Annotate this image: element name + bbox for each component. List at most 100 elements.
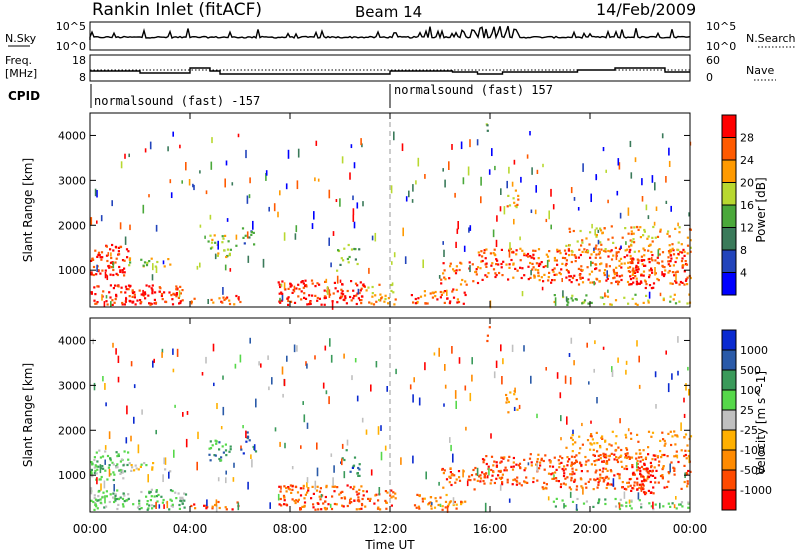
heatmap-cell: [428, 502, 431, 505]
heatmap-cell: [339, 263, 342, 266]
heatmap-cell: [180, 500, 183, 503]
heatmap-cell: [655, 206, 658, 212]
heatmap-cell: [627, 428, 630, 432]
heatmap-cell: [639, 280, 643, 283]
heatmap-cell: [545, 253, 548, 256]
heatmap-cell: [612, 254, 615, 257]
heatmap-cell: [663, 444, 666, 447]
heatmap-cell: [652, 282, 656, 285]
heatmap-cell: [306, 491, 309, 494]
heatmap-cell: [476, 479, 479, 482]
heatmap-cell: [571, 438, 574, 442]
heatmap-cell: [283, 499, 286, 502]
heatmap-cell: [143, 462, 146, 465]
heatmap-cell: [115, 451, 118, 454]
heatmap-cell: [668, 147, 670, 156]
heatmap-cell: [680, 422, 682, 431]
heatmap-cell: [485, 462, 488, 466]
heatmap-cell: [484, 257, 487, 260]
heatmap-cell: [658, 253, 661, 256]
heatmap-cell: [467, 478, 470, 481]
heatmap-cell: [323, 303, 326, 306]
heatmap-cell: [324, 495, 327, 499]
heatmap-cell: [508, 166, 510, 174]
heatmap-cell: [440, 282, 443, 285]
heatmap-cell: [394, 298, 397, 301]
heatmap-cell: [607, 199, 609, 204]
heatmap-cell: [106, 303, 109, 306]
heatmap-cell: [632, 471, 635, 474]
heatmap-cell: [90, 461, 93, 464]
velocity-colorbar-label: Velocity [m s^-1]: [754, 371, 768, 475]
colorbar-swatch: [722, 410, 736, 430]
heatmap-cell: [664, 442, 667, 445]
heatmap-cell: [148, 491, 151, 495]
heatmap-cell: [107, 265, 110, 268]
heatmap-cell: [361, 417, 364, 423]
heatmap-cell: [667, 250, 671, 253]
heatmap-cell: [95, 273, 98, 276]
heatmap-cell: [501, 274, 504, 277]
heatmap-cell: [283, 282, 286, 290]
heatmap-cell: [674, 434, 677, 437]
heatmap-cell: [109, 296, 112, 299]
heatmap-cell: [339, 491, 342, 494]
heatmap-cell: [617, 456, 620, 459]
heatmap-cell: [571, 434, 574, 437]
heatmap-cell: [418, 494, 421, 498]
power-colorbar-label: Power [dB]: [754, 177, 768, 242]
heatmap-cell: [369, 497, 372, 500]
heatmap-cell: [614, 442, 617, 445]
heatmap-cell: [117, 503, 120, 506]
heatmap-cell: [575, 459, 578, 462]
heatmap-cell: [213, 234, 216, 237]
heatmap-cell: [647, 215, 650, 220]
colorbar-swatch: [722, 137, 736, 160]
heatmap-cell: [686, 482, 689, 485]
heatmap-cell: [123, 274, 126, 277]
heatmap-cell: [101, 455, 105, 458]
heatmap-cell: [96, 190, 98, 198]
heatmap-cell: [136, 506, 140, 509]
heatmap-cell: [453, 500, 456, 504]
heatmap-cell: [453, 474, 456, 477]
heatmap-cell: [170, 504, 173, 508]
heatmap-cell: [435, 500, 438, 503]
heatmap-cell: [651, 236, 654, 239]
heatmap-cell: [415, 506, 418, 509]
heatmap-cell: [286, 355, 288, 362]
heatmap-cell: [239, 300, 242, 304]
heatmap-cell: [595, 431, 598, 434]
heatmap-cell: [683, 436, 686, 439]
heatmap-cell: [627, 207, 630, 216]
heatmap-cell: [127, 250, 130, 253]
heatmap-cell: [283, 379, 286, 387]
heatmap-cell: [127, 493, 130, 496]
heatmap-cell: [123, 303, 126, 306]
heatmap-cell: [104, 495, 106, 504]
heatmap-cell: [573, 455, 576, 459]
heatmap-cell: [150, 287, 153, 290]
heatmap-cell: [96, 285, 99, 288]
heatmap-cell: [643, 478, 646, 482]
heatmap-cell: [108, 431, 111, 439]
heatmap-cell: [455, 269, 458, 272]
heatmap-cell: [564, 477, 567, 480]
heatmap-cell: [515, 397, 518, 401]
heatmap-cell: [650, 267, 653, 270]
heatmap-cell: [126, 256, 129, 259]
heatmap-cell: [594, 479, 597, 482]
heatmap-cell: [343, 247, 346, 250]
heatmap-cell: [680, 487, 683, 490]
heatmap-cell: [300, 290, 303, 293]
heatmap-cell: [226, 248, 230, 251]
heatmap-cell: [648, 469, 651, 473]
heatmap-cell: [605, 456, 608, 459]
heatmap-cell: [343, 497, 347, 500]
heatmap-cell: [548, 271, 551, 274]
heatmap-cell: [99, 478, 102, 481]
heatmap-cell: [175, 285, 178, 288]
heatmap-cell: [640, 465, 644, 468]
heatmap-cell: [282, 393, 284, 398]
heatmap-cell: [573, 461, 577, 465]
